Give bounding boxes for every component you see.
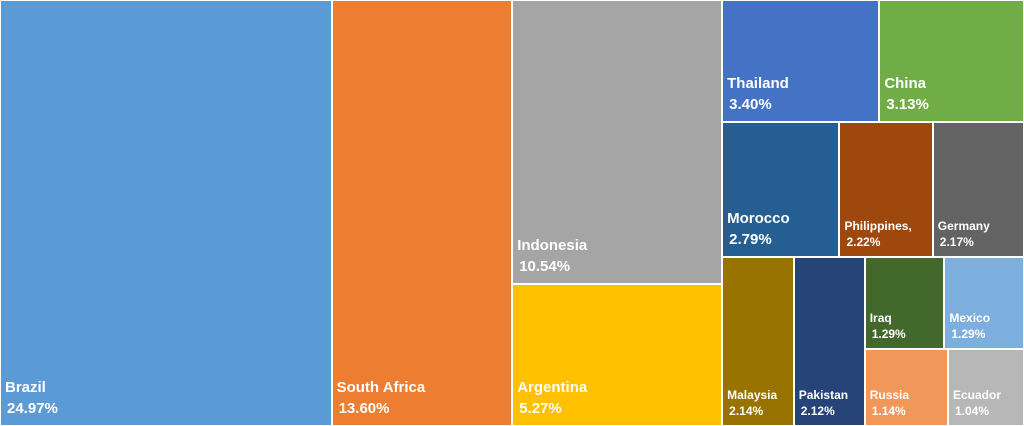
cell-name: Germany: [937, 218, 990, 233]
cell-value: 2.12%: [800, 403, 835, 418]
cell-value: 24.97%: [7, 400, 58, 417]
cell-name: Mexico: [949, 310, 991, 325]
cell-value: 1.29%: [871, 326, 906, 341]
cell-value: 2.17%: [939, 234, 974, 249]
cell-value: 1.29%: [951, 326, 986, 341]
cell-name: Philippines,: [844, 218, 912, 233]
treemap-cell: Argentina 5.27%: [512, 284, 723, 426]
cell-value: 2.14%: [729, 403, 764, 418]
treemap-cell: Malaysia 2.14%: [722, 256, 794, 426]
cell-value: 1.14%: [871, 403, 906, 418]
cell-name: Malaysia: [727, 387, 778, 402]
cell-name: Pakistan: [798, 387, 849, 402]
cell-name: Russia: [869, 387, 910, 402]
treemap-cell: Russia 1.14%: [864, 348, 948, 426]
cell-name: Brazil: [5, 379, 46, 396]
treemap-cell: Indonesia 10.54%: [512, 0, 723, 284]
treemap-cell: Germany 2.17%: [932, 122, 1024, 257]
treemap-cell: Iraq 1.29%: [864, 256, 945, 349]
cell-name: Ecuador: [953, 387, 1002, 402]
treemap-cell: Thailand 3.40%: [722, 0, 880, 123]
cell-value: 3.40%: [729, 96, 772, 114]
cell-name: Iraq: [869, 310, 892, 325]
treemap-cell: China 3.13%: [879, 0, 1024, 123]
cell-value: 3.13%: [886, 96, 929, 114]
cell-name: China: [884, 75, 926, 93]
cell-value: 1.04%: [955, 403, 990, 418]
cell-value: 13.60%: [338, 400, 390, 417]
cell-name: Morocco: [727, 209, 790, 227]
treemap-cell: Ecuador 1.04%: [948, 348, 1024, 426]
treemap-cell: Brazil 24.97%: [0, 0, 332, 426]
treemap-cell: Philippines, 2.22%: [839, 122, 933, 257]
treemap-cell: Pakistan 2.12%: [793, 256, 865, 426]
treemap-cell: Morocco 2.79%: [722, 122, 840, 257]
cell-value: 2.79%: [729, 230, 772, 248]
treemap-cell: South Africa 13.60%: [331, 0, 513, 426]
treemap-cell: Mexico 1.29%: [944, 256, 1024, 349]
cell-value: 10.54%: [519, 258, 571, 275]
cell-value: 5.27%: [519, 400, 562, 417]
cell-name: Argentina: [517, 379, 588, 396]
cell-name: Indonesia: [517, 237, 588, 254]
cell-name: Thailand: [727, 75, 789, 93]
cell-name: South Africa: [336, 379, 426, 396]
cell-value: 2.22%: [846, 234, 881, 249]
